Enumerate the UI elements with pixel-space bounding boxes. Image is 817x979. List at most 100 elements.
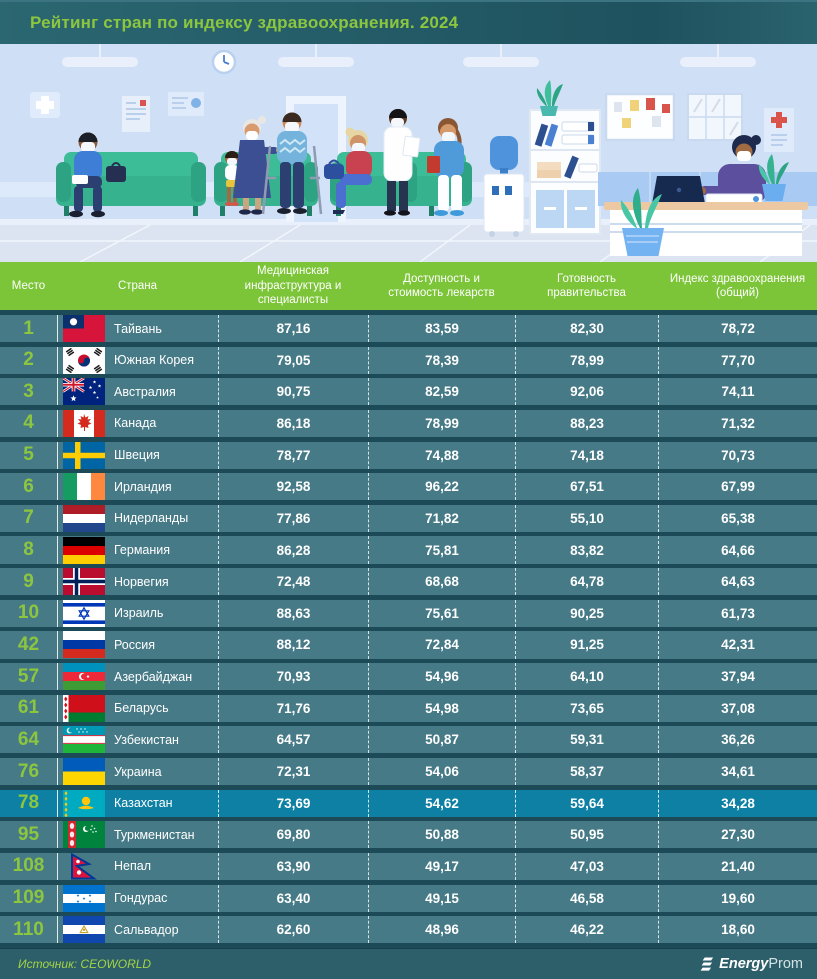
value-government: 58,37 — [515, 757, 658, 786]
ranking-table: Место Страна Медицинская инфраструктура … — [0, 262, 817, 944]
value-medicine: 54,06 — [368, 757, 515, 786]
value-index: 61,73 — [658, 599, 817, 627]
value-infrastructure: 72,48 — [218, 568, 368, 596]
value-government: 59,31 — [515, 726, 658, 754]
table-row: 64 Узбекистан 64,57 50,87 59,31 36,26 — [0, 726, 817, 754]
value-infrastructure: 71,76 — [218, 694, 368, 722]
value-infrastructure: 70,93 — [218, 663, 368, 691]
value-infrastructure: 86,28 — [218, 536, 368, 564]
country-cell: Нидерланды — [57, 504, 218, 532]
table-row: 109 Гондурас 63,40 49,15 46,58 19,60 — [0, 884, 817, 912]
plant-icon — [536, 80, 563, 116]
patient-on-crutches — [261, 112, 323, 215]
country-name: Нидерланды — [114, 511, 189, 526]
country-name: Ирландия — [114, 479, 172, 494]
value-index: 64,63 — [658, 568, 817, 596]
value-medicine: 54,96 — [368, 663, 515, 691]
table-row: 2 Южная Корея 79,05 78,39 78,99 77,70 — [0, 346, 817, 374]
rank-cell: 9 — [23, 570, 34, 592]
doctor — [383, 109, 421, 216]
rank-cell: 108 — [12, 855, 45, 877]
red-folder-icon — [427, 156, 440, 173]
country-cell: Беларусь — [57, 694, 218, 722]
value-government: 73,65 — [515, 694, 658, 722]
wall-clock-icon — [211, 49, 237, 75]
value-index: 42,31 — [658, 631, 817, 659]
country-cell: Непал — [57, 852, 218, 880]
country-cell: Казахстан — [57, 789, 218, 817]
flag-netherlands — [63, 504, 105, 532]
value-infrastructure: 77,86 — [218, 504, 368, 532]
value-government: 67,51 — [515, 473, 658, 501]
flag-south_korea — [63, 346, 105, 374]
value-government: 64,78 — [515, 568, 658, 596]
flag-honduras — [63, 884, 105, 912]
flag-taiwan — [63, 315, 105, 343]
country-cell: Азербайджан — [57, 663, 218, 691]
handbag-icon — [324, 159, 344, 179]
rank-cell: 3 — [23, 380, 34, 402]
country-cell: Украина — [57, 757, 218, 786]
country-name: Украина — [114, 764, 162, 779]
country-name: Сальвадор — [114, 922, 179, 937]
country-name: Швеция — [114, 448, 160, 463]
col-header-index: Индекс здравоохранения (общий) — [669, 272, 806, 299]
col-header-country: Страна — [117, 279, 158, 292]
rank-cell: 10 — [17, 602, 40, 624]
table-row: 7 Нидерланды 77,86 71,82 55,10 65,38 — [0, 504, 817, 532]
value-medicine: 96,22 — [368, 473, 515, 501]
value-medicine: 71,82 — [368, 504, 515, 532]
country-name: Гондурас — [114, 891, 168, 906]
value-infrastructure: 78,77 — [218, 441, 368, 469]
value-government: 46,58 — [515, 884, 658, 912]
value-infrastructure: 73,69 — [218, 789, 368, 817]
rank-cell: 57 — [17, 665, 40, 687]
value-index: 71,32 — [658, 409, 817, 438]
table-row: 42 Россия 88,12 72,84 91,25 42,31 — [0, 631, 817, 659]
value-medicine: 54,98 — [368, 694, 515, 722]
country-name: Беларусь — [114, 701, 169, 716]
value-medicine: 48,96 — [368, 916, 515, 944]
value-index: 77,70 — [658, 346, 817, 374]
poster-icon — [168, 92, 204, 116]
table-row: 5 Швеция 78,77 74,88 74,18 70,73 — [0, 441, 817, 469]
value-index: 21,40 — [658, 852, 817, 880]
value-medicine: 49,15 — [368, 884, 515, 912]
floor-plant-icon — [620, 188, 664, 256]
value-infrastructure: 69,80 — [218, 821, 368, 849]
col-header-place: Место — [11, 279, 46, 292]
ceiling-lamp-icon — [62, 44, 756, 67]
value-government: 90,25 — [515, 599, 658, 627]
table-row: 6 Ирландия 92,58 96,22 67,51 67,99 — [0, 473, 817, 501]
value-government: 83,82 — [515, 536, 658, 564]
value-index: 18,60 — [658, 916, 817, 944]
flag-el_salvador — [63, 916, 105, 944]
col-header-government: Готовность правительства — [547, 272, 626, 299]
country-cell: Ирландия — [57, 473, 218, 501]
country-name: Канада — [114, 416, 157, 431]
value-index: 37,94 — [658, 663, 817, 691]
brand-prom: Prom — [768, 955, 803, 972]
value-index: 34,28 — [658, 789, 817, 817]
value-infrastructure: 88,12 — [218, 631, 368, 659]
value-infrastructure: 63,90 — [218, 852, 368, 880]
rank-cell: 1 — [23, 317, 34, 339]
value-government: 78,99 — [515, 346, 658, 374]
country-cell: Норвегия — [57, 568, 218, 596]
country-cell: Россия — [57, 631, 218, 659]
medical-cross-sign-icon — [30, 92, 60, 118]
country-cell: Сальвадор — [57, 916, 218, 944]
value-government: 92,06 — [515, 378, 658, 406]
value-index: 65,38 — [658, 504, 817, 532]
value-index: 67,99 — [658, 473, 817, 501]
table-row: 95 Туркменистан 69,80 50,88 50,95 27,30 — [0, 821, 817, 849]
bookshelf — [529, 109, 601, 235]
value-medicine: 50,87 — [368, 726, 515, 754]
table-row: 9 Норвегия 72,48 68,68 64,78 64,63 — [0, 568, 817, 596]
page-title: Рейтинг стран по индексу здравоохранения… — [30, 13, 459, 32]
value-infrastructure: 87,16 — [218, 315, 368, 343]
value-medicine: 54,62 — [368, 789, 515, 817]
table-row: 10 Израиль 88,63 75,61 90,25 61,73 — [0, 599, 817, 627]
value-index: 36,26 — [658, 726, 817, 754]
